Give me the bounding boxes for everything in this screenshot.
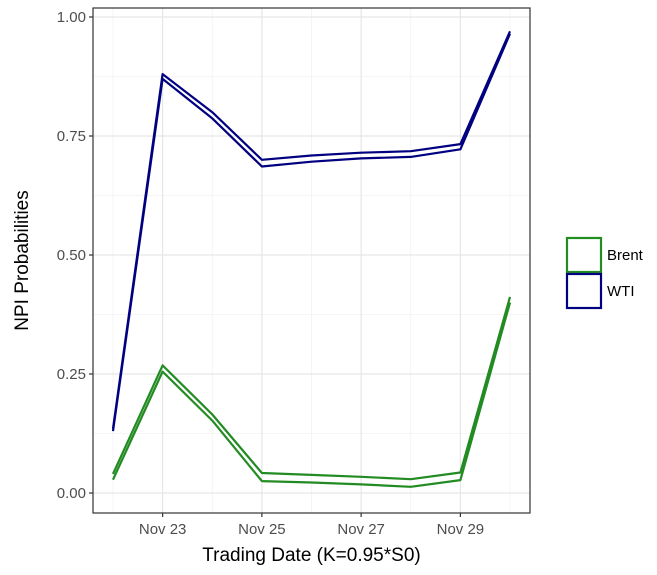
x-tick-label: Nov 23 [139, 521, 187, 538]
y-tick-label: 0.25 [57, 366, 86, 383]
x-tick-label: Nov 29 [437, 521, 485, 538]
legend: Brent WTI [565, 236, 644, 310]
series-line-brent-upper [111, 296, 512, 481]
y-axis-title: NPI Probabilities [12, 190, 33, 330]
plot-panel-border [92, 7, 531, 514]
legend-label-wti: WTI [607, 283, 635, 300]
series-lines [111, 30, 512, 488]
x-axis: Nov 23 Nov 25 Nov 27 Nov 29 [139, 513, 484, 538]
legend-key-brent [565, 236, 603, 274]
y-tick-label: 0.00 [57, 485, 86, 502]
series-line-wti-lower [111, 33, 512, 432]
grid [93, 8, 530, 513]
series-line-brent-lower [112, 302, 512, 488]
x-tick-label: Nov 25 [238, 521, 286, 538]
x-tick-label: Nov 27 [337, 521, 385, 538]
legend-key-wti [565, 272, 603, 310]
y-axis: 0.00 0.25 0.50 0.75 1.00 [57, 9, 93, 502]
y-tick-label: 0.75 [57, 128, 86, 145]
y-tick-label: 0.50 [57, 247, 86, 264]
legend-label-brent: Brent [607, 247, 644, 264]
x-axis-title: Trading Date (K=0.95*S0) [202, 545, 420, 566]
y-tick-label: 1.00 [57, 9, 86, 26]
series-line-wti-upper [111, 30, 512, 429]
